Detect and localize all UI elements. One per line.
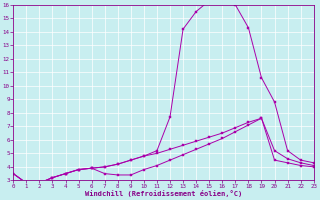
X-axis label: Windchill (Refroidissement éolien,°C): Windchill (Refroidissement éolien,°C) [85, 190, 242, 197]
